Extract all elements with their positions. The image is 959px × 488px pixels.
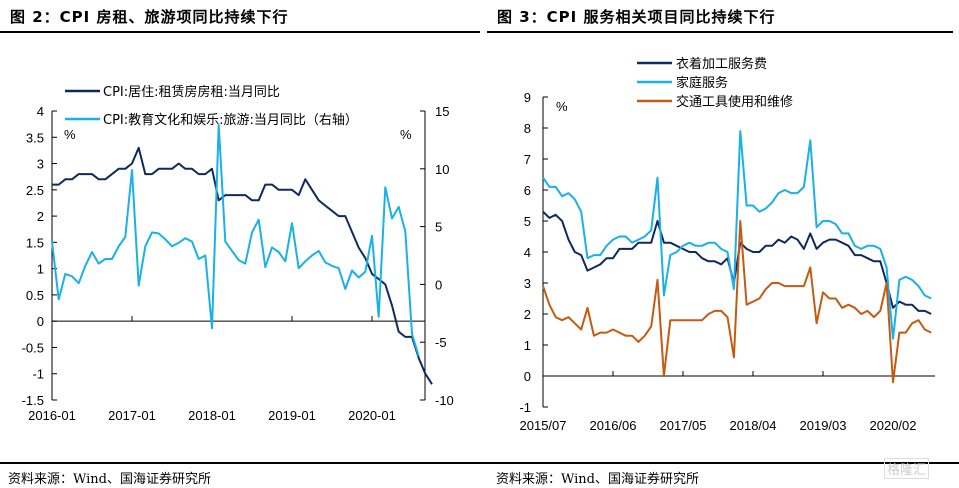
left-y-tick-label: 1 [37, 262, 44, 277]
series-line-travel [51, 123, 420, 357]
right-y-tick-label: 0 [435, 277, 442, 292]
y-tick-label: 7 [524, 152, 531, 167]
legend-label: 衣着加工服务费 [676, 56, 767, 72]
figure2-title-rule [0, 31, 480, 33]
figure3-title-rule [487, 31, 953, 33]
left-y-tick-label: 0 [37, 314, 44, 329]
x-tick-label: 2018/04 [730, 418, 777, 433]
left-y-tick-label: 3 [37, 157, 44, 172]
legend-label: 交通工具使用和维修 [676, 94, 793, 110]
y-tick-label: 2 [524, 307, 531, 322]
left-y-tick-label: -0.5 [22, 340, 44, 355]
series-line-rent [52, 146, 433, 385]
legend-label: CPI:教育文化和娱乐:旅游:当月同比（右轴） [103, 112, 358, 128]
right-y-tick-label: 10 [435, 162, 449, 177]
x-tick-label: 2018-01 [188, 408, 236, 423]
y-tick-label: 6 [524, 183, 531, 198]
chart-rent-travel: 4 3.5 3 2.5 2 1.5 1 0.5 0 -0.5 -1 -1.5 15 10 5 0 -5 -10 20… [22, 84, 454, 423]
right-y-tick-label: -5 [435, 335, 447, 350]
right-y-tick-label: 15 [435, 104, 449, 119]
series-line-clothing-processing [542, 210, 932, 315]
right-y-tick-label: 5 [435, 220, 442, 235]
y-tick-label: 0 [524, 369, 531, 384]
right-unit-label: % [400, 127, 412, 142]
left-y-tick-label: 1.5 [26, 235, 44, 250]
unit-label: % [556, 99, 568, 114]
left-unit-label: % [64, 127, 76, 142]
y-tick-label: 9 [524, 90, 531, 105]
x-tick-label: 2015/07 [520, 418, 567, 433]
left-y-tick-label: 3.5 [26, 130, 44, 145]
series-line-vehicle-use-repair [542, 220, 932, 384]
x-tick-label: 2020-01 [348, 408, 396, 423]
y-tick-label: 1 [524, 338, 531, 353]
y-tick-label: -1 [519, 400, 531, 415]
x-tick-label: 2016-01 [28, 408, 76, 423]
footer-rule [0, 462, 959, 464]
x-tick-label: 2020/02 [870, 418, 917, 433]
x-tick-label: 2019-01 [268, 408, 316, 423]
y-tick-label: 5 [524, 214, 531, 229]
left-y-tick-label: -1 [32, 367, 44, 382]
left-y-tick-label: -1.5 [22, 393, 44, 408]
x-tick-label: 2017-01 [108, 408, 156, 423]
series-line-household-services [542, 130, 932, 340]
y-tick-label: 3 [524, 276, 531, 291]
left-y-tick-label: 4 [37, 104, 44, 119]
left-y-tick-label: 0.5 [26, 288, 44, 303]
legend-label: CPI:居住:租赁房房租:当月同比 [103, 84, 280, 100]
figure2-source: 资料来源：Wind、国海证券研究所 [8, 472, 211, 487]
x-tick-label: 2019/03 [800, 418, 847, 433]
right-y-tick-label: -10 [435, 393, 454, 408]
left-y-tick-label: 2.5 [26, 183, 44, 198]
watermark-logo: 格隆汇 [884, 458, 930, 479]
chart-services: 9 8 7 6 5 4 3 2 1 0 -1 2015/07 2016/06 2017/05 2018/04… [519, 56, 935, 433]
y-tick-label: 8 [524, 121, 531, 136]
x-tick-label: 2017/05 [660, 418, 707, 433]
left-y-tick-label: 2 [37, 209, 44, 224]
legend-label: 家庭服务 [676, 75, 728, 91]
x-tick-label: 2016/06 [590, 418, 637, 433]
figure3-source: 资料来源：Wind、国海证券研究所 [496, 472, 699, 487]
y-tick-label: 4 [524, 245, 531, 260]
figure3-title: 图 3：CPI 服务相关项目同比持续下行 [497, 8, 776, 26]
figure2-title: 图 2：CPI 房租、旅游项同比持续下行 [10, 8, 289, 26]
